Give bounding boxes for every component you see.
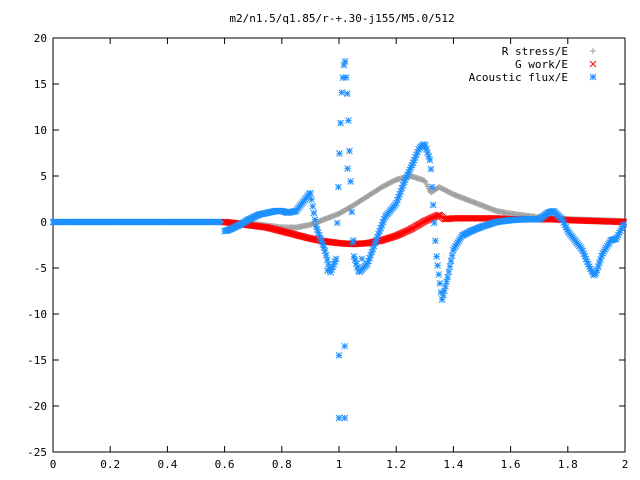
flux-point bbox=[347, 178, 354, 185]
x-tick-label: 0.6 bbox=[215, 458, 235, 471]
flux-point bbox=[311, 216, 319, 223]
flux-point bbox=[333, 219, 341, 227]
y-tick-label: -15 bbox=[27, 354, 47, 367]
flux-point bbox=[308, 196, 315, 204]
flux-point bbox=[442, 282, 449, 290]
flux-point bbox=[426, 156, 434, 164]
flux-point bbox=[321, 247, 329, 255]
flux-point bbox=[349, 237, 357, 244]
x-tick-label: 1.6 bbox=[501, 458, 521, 471]
flux-point bbox=[324, 267, 331, 275]
flux-point bbox=[358, 255, 366, 263]
legend-marker bbox=[589, 73, 597, 81]
flux-point bbox=[322, 251, 330, 259]
flux-point bbox=[428, 183, 436, 191]
data-marks bbox=[49, 58, 628, 422]
x-tick-label: 0.4 bbox=[157, 458, 177, 471]
flux-point bbox=[446, 263, 454, 270]
g-work-point bbox=[391, 232, 399, 240]
flux-point bbox=[335, 352, 343, 359]
flux-point bbox=[312, 222, 320, 230]
flux-point bbox=[438, 296, 446, 303]
flux-point bbox=[448, 252, 456, 260]
legend-marker bbox=[589, 60, 597, 68]
legend-label: Acoustic flux/E bbox=[469, 71, 568, 84]
flux-point bbox=[341, 58, 349, 65]
flux-point bbox=[341, 342, 349, 350]
r-stress-point bbox=[421, 177, 428, 184]
flux-point bbox=[444, 273, 452, 281]
legend-label: G work/E bbox=[515, 58, 568, 71]
chart-title: m2/n1.5/q1.85/r-+.30-j155/M5.0/512 bbox=[229, 12, 454, 25]
flux-point bbox=[433, 253, 440, 260]
flux-point bbox=[427, 165, 435, 173]
x-tick-label: 2 bbox=[622, 458, 629, 471]
flux-point bbox=[336, 150, 343, 157]
x-tick-label: 0.8 bbox=[272, 458, 292, 471]
y-tick-label: 15 bbox=[34, 78, 47, 91]
legend-label: R stress/E bbox=[502, 45, 568, 58]
y-tick-label: 5 bbox=[40, 170, 47, 183]
x-tick-label: 1 bbox=[336, 458, 343, 471]
flux-point bbox=[335, 183, 342, 191]
axes: 0 0.2 0.4 0.6 0.8 1 1.2 1.4 1.6 1.8 2 20 15 10 5 0 -5 -10… bbox=[27, 32, 628, 471]
y-tick-label: -20 bbox=[27, 400, 47, 413]
flux-point bbox=[440, 287, 448, 295]
flux-point bbox=[436, 280, 444, 287]
flux-point bbox=[620, 220, 628, 228]
flux-point bbox=[310, 209, 318, 217]
y-tick-label: -10 bbox=[27, 308, 47, 321]
x-tick-label: 1.8 bbox=[558, 458, 578, 471]
y-tick-label: -25 bbox=[27, 446, 47, 459]
flux-point bbox=[309, 202, 317, 210]
x-tick-label: 1.2 bbox=[386, 458, 406, 471]
flux-point bbox=[443, 278, 450, 286]
legend-marker bbox=[590, 48, 596, 54]
y-tick-label: 20 bbox=[34, 32, 47, 45]
y-tick-label: 0 bbox=[40, 216, 47, 229]
flux-point bbox=[447, 257, 455, 265]
flux-point bbox=[348, 208, 356, 216]
y-tick-label: -5 bbox=[34, 262, 47, 275]
flux-point bbox=[445, 268, 453, 276]
y-tick-label: 10 bbox=[34, 124, 47, 137]
flux-point bbox=[439, 291, 447, 299]
flux-point bbox=[434, 262, 441, 269]
flux-point bbox=[307, 189, 314, 197]
flux-point bbox=[435, 271, 443, 278]
x-tick-label: 0 bbox=[50, 458, 57, 471]
flux-point bbox=[432, 237, 439, 245]
flux-point bbox=[430, 219, 438, 227]
x-tick-label: 0.2 bbox=[100, 458, 120, 471]
x-tick-label: 1.4 bbox=[443, 458, 463, 471]
flux-point bbox=[429, 201, 437, 209]
flux-point bbox=[343, 90, 351, 98]
flux-point bbox=[338, 89, 346, 96]
flux-point bbox=[337, 119, 344, 127]
flux-point bbox=[323, 256, 331, 264]
flux-point bbox=[341, 414, 349, 422]
flux-point bbox=[345, 117, 352, 124]
flux-point bbox=[344, 165, 351, 172]
flux-point bbox=[335, 414, 343, 422]
flux-point bbox=[332, 255, 340, 263]
flux-point bbox=[342, 74, 350, 81]
flux-point bbox=[346, 147, 353, 155]
